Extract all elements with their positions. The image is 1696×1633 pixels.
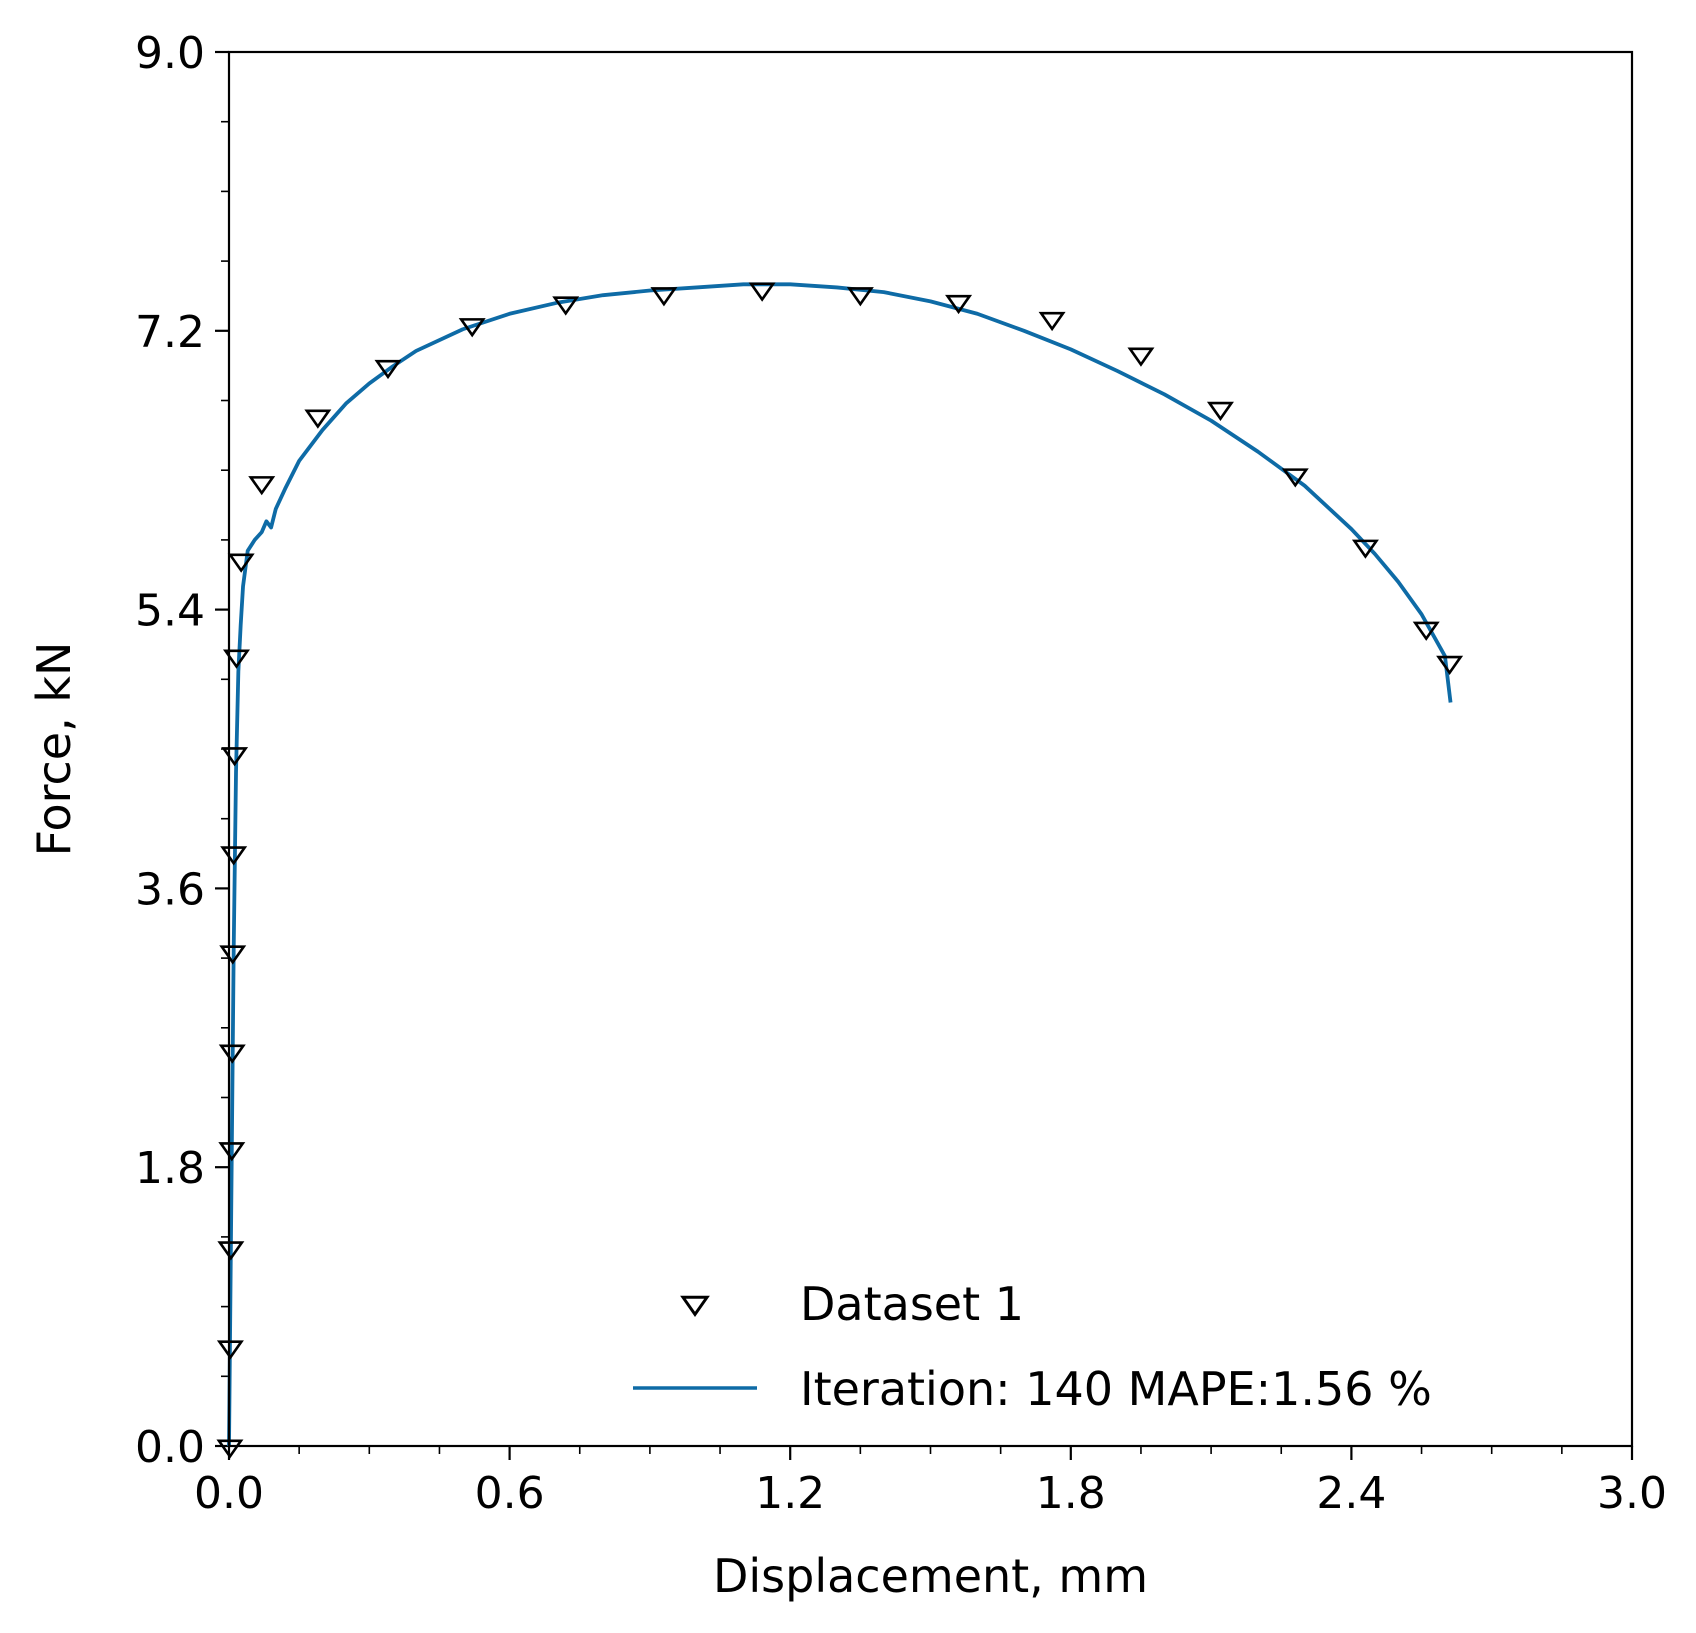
data-point bbox=[216, 1340, 244, 1360]
y-tick-label: 9.0 bbox=[135, 28, 205, 79]
y-tick-label: 0.0 bbox=[135, 1422, 205, 1473]
legend-marker-dataset bbox=[680, 1295, 710, 1318]
data-point bbox=[1127, 347, 1155, 367]
data-point bbox=[458, 318, 486, 338]
data-point bbox=[219, 945, 247, 965]
data-point bbox=[222, 649, 250, 669]
data-point bbox=[552, 296, 580, 316]
data-point bbox=[650, 287, 678, 307]
data-point bbox=[748, 282, 776, 302]
data-point bbox=[218, 1142, 246, 1162]
legend-label-dataset: Dataset 1 bbox=[800, 1277, 1024, 1331]
x-tick-label: 0.0 bbox=[194, 1468, 264, 1519]
plot-area bbox=[216, 282, 1464, 1459]
x-tick-label: 0.6 bbox=[475, 1468, 545, 1519]
x-tick-label: 1.8 bbox=[1036, 1468, 1106, 1519]
axes-frame bbox=[227, 50, 1634, 1448]
data-point bbox=[374, 359, 402, 380]
data-point bbox=[304, 409, 332, 429]
data-point bbox=[218, 1044, 246, 1064]
data-point bbox=[1281, 468, 1309, 488]
series-line-iteration bbox=[227, 282, 1453, 1447]
y-tick-label: 1.8 bbox=[135, 1143, 205, 1194]
y-tick-label: 3.6 bbox=[135, 864, 205, 915]
x-axis-label: Displacement, mm bbox=[713, 1549, 1148, 1603]
data-point bbox=[217, 1241, 245, 1261]
y-axis-label: Force, kN bbox=[27, 642, 81, 857]
data-point bbox=[248, 476, 276, 496]
legend-label-iteration: Iteration: 140 MAPE:1.56 % bbox=[800, 1362, 1432, 1416]
axis-ticks: 0.0 0.6 1.2 1.8 2.4 3.0 0.0 1.8 3.6 5.4 7.2 9.0 bbox=[135, 28, 1667, 1519]
data-point bbox=[1436, 655, 1464, 675]
x-tick-label: 1.2 bbox=[755, 1468, 825, 1519]
data-point bbox=[1351, 539, 1379, 559]
data-point bbox=[1206, 401, 1234, 421]
data-point bbox=[227, 553, 255, 573]
x-tick-label: 3.0 bbox=[1597, 1468, 1667, 1519]
data-point bbox=[846, 287, 874, 307]
data-point bbox=[1412, 621, 1440, 641]
x-tick-label: 2.4 bbox=[1316, 1468, 1386, 1519]
legend: Dataset 1 Iteration: 140 MAPE:1.56 % bbox=[633, 1277, 1432, 1416]
y-tick-label: 5.4 bbox=[135, 586, 205, 637]
data-point bbox=[945, 294, 973, 315]
data-point bbox=[1038, 311, 1066, 332]
y-tick-label: 7.2 bbox=[135, 307, 205, 358]
